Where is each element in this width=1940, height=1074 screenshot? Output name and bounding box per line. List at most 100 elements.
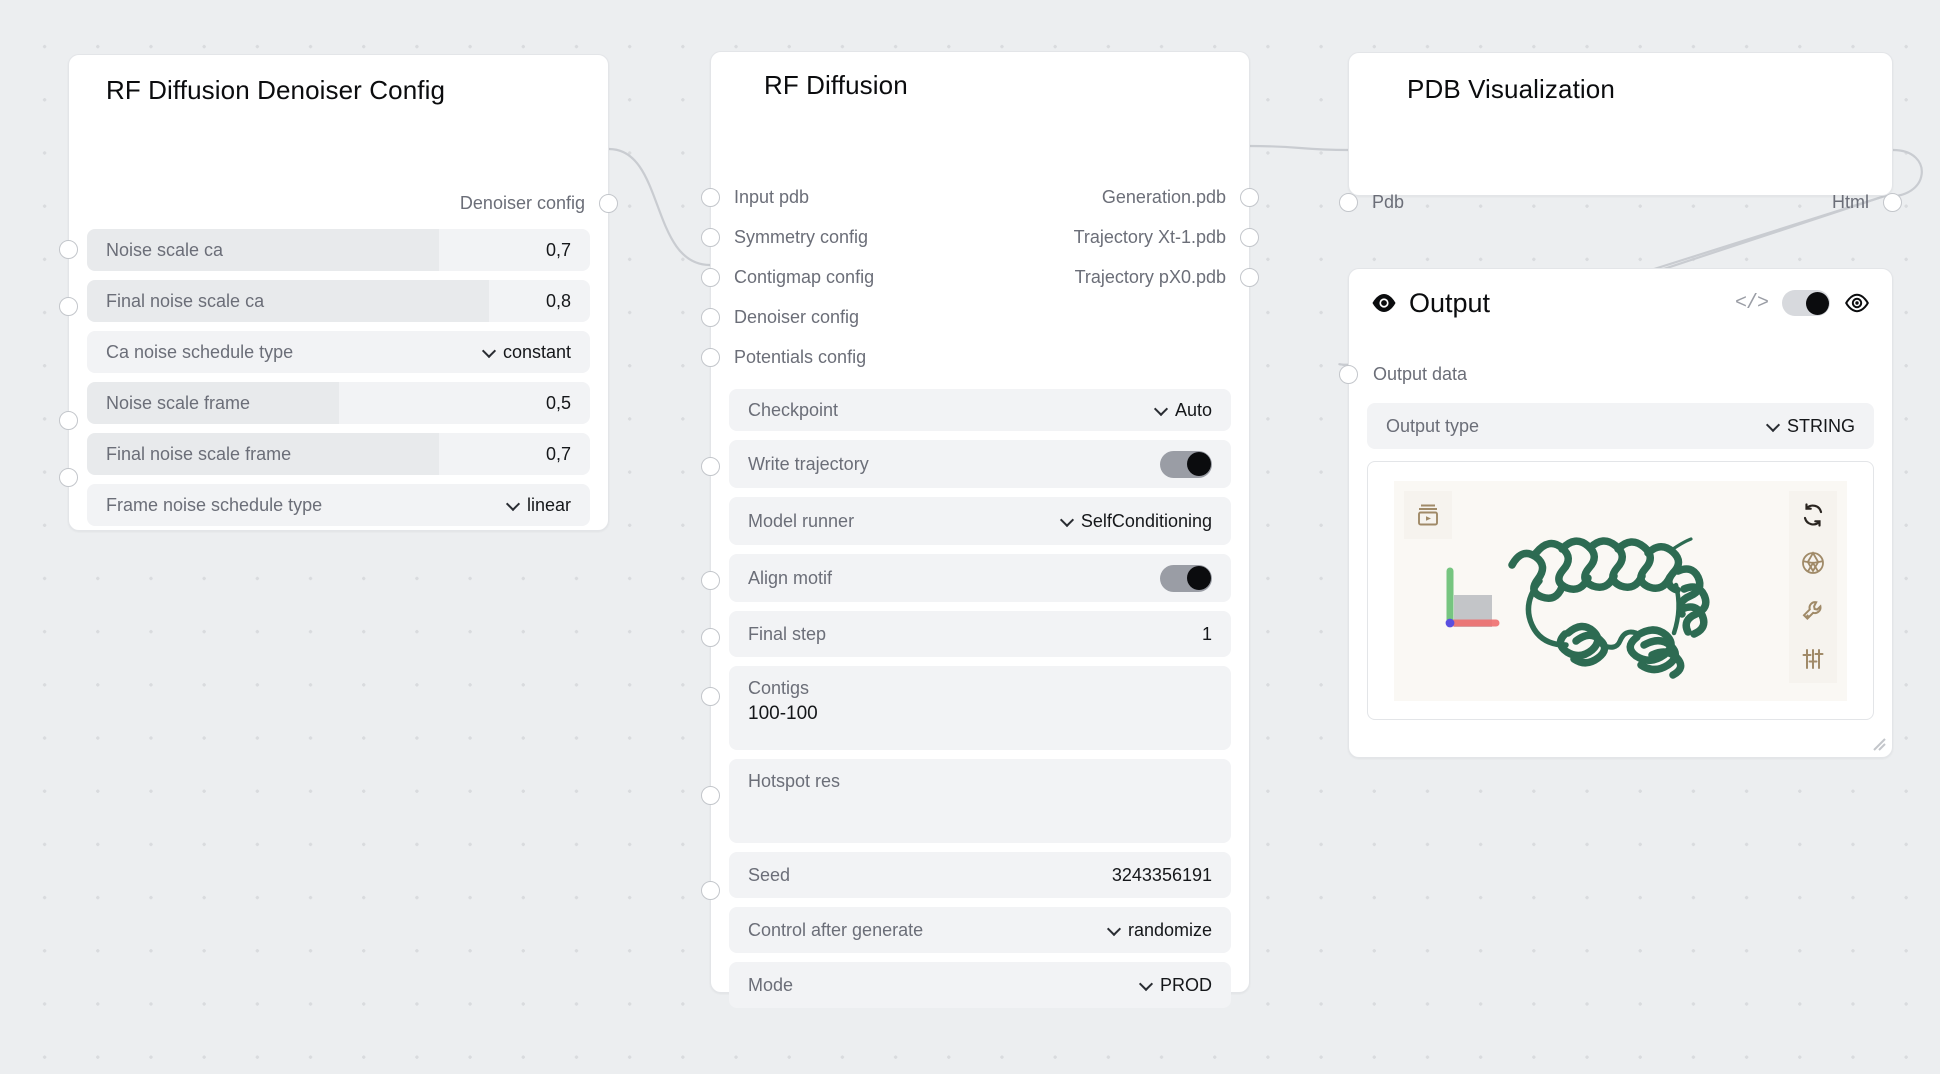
row-write-trajectory[interactable]: Write trajectory (729, 440, 1231, 488)
chevron-down-icon (1061, 514, 1073, 526)
row-value: 0,8 (545, 290, 571, 311)
port-final-step[interactable] (701, 628, 720, 647)
row-checkpoint[interactable]: Checkpoint Auto (729, 389, 1231, 431)
port-label-html: Html (1832, 192, 1869, 212)
port-noise-scale-ca[interactable] (59, 240, 78, 259)
row-value: SelfConditioning (1080, 510, 1212, 531)
row-noise-scale-frame[interactable]: Noise scale frame 0,5 (87, 382, 590, 424)
port-html-output[interactable] (1883, 193, 1902, 212)
row-noise-scale-ca[interactable]: Noise scale ca 0,7 (87, 229, 590, 271)
wrench-icon[interactable] (1789, 587, 1837, 635)
denoiser-widget-list: Noise scale ca 0,7 Final noise scale ca … (87, 229, 590, 535)
row-final-step[interactable]: Final step 1 (729, 611, 1231, 657)
port-label-denoiser-config: Denoiser config (459, 193, 585, 213)
sliders-icon[interactable] (1789, 635, 1837, 683)
port-generation-pdb[interactable] (1240, 188, 1259, 207)
row-label: Write trajectory (748, 453, 869, 474)
row-model-runner[interactable]: Model runner SelfConditioning (729, 497, 1231, 545)
chevron-down-icon (1140, 978, 1152, 990)
pdb-viewer-frame[interactable] (1367, 461, 1874, 720)
row-value-wrap: linear (507, 495, 571, 516)
align-motif-toggle[interactable] (1160, 564, 1212, 592)
row-label: Checkpoint (748, 399, 839, 420)
port-trajectory-xt1-pdb[interactable] (1240, 228, 1259, 247)
row-label: Final step (748, 623, 827, 644)
port-noise-scale-frame[interactable] (59, 411, 78, 430)
output-header-tools: </> (1735, 290, 1870, 316)
chevron-down-icon (507, 498, 519, 510)
port-final-noise-scale-ca[interactable] (59, 297, 78, 316)
row-label: Output type (1386, 415, 1480, 436)
port-symmetry-config[interactable] (701, 228, 720, 247)
row-value: 0,7 (545, 239, 571, 260)
port-denoiser-config[interactable] (701, 308, 720, 327)
port-label-denoiser-config: Denoiser config (734, 307, 860, 327)
row-output-type[interactable]: Output type STRING (1367, 403, 1874, 449)
output-widget-list: Output type STRING (1367, 403, 1874, 458)
row-value-wrap: Auto (1155, 400, 1212, 421)
row-value: Auto (1174, 399, 1212, 420)
animation-icon[interactable] (1404, 491, 1452, 539)
rfdiffusion-widget-list: Checkpoint Auto Write trajectory Model r… (729, 389, 1231, 1017)
chevron-down-icon (1767, 419, 1779, 431)
node-pdb-visualization[interactable]: PDB Visualization Pdb Html (1339, 52, 1902, 212)
row-value-wrap: constant (483, 342, 571, 363)
port-write-trajectory[interactable] (701, 457, 720, 476)
row-mode[interactable]: Mode PROD (729, 962, 1231, 1008)
port-label-contigmap-config: Contigmap config (734, 267, 875, 287)
code-icon[interactable]: </> (1734, 291, 1769, 315)
node-output[interactable]: Output </> Output data Output type (1339, 268, 1893, 758)
output-preview-toggle[interactable] (1782, 290, 1830, 316)
pdb-3d-viewer[interactable] (1394, 481, 1847, 701)
port-hotspot-res[interactable] (701, 786, 720, 805)
row-value: 0,5 (545, 392, 571, 413)
row-frame-noise-schedule-type[interactable]: Frame noise schedule type linear (87, 484, 590, 526)
port-contigmap-config[interactable] (701, 268, 720, 287)
row-final-noise-scale-ca[interactable]: Final noise scale ca 0,8 (87, 280, 590, 322)
port-output-data[interactable] (1339, 365, 1358, 384)
row-label: Align motif (748, 567, 833, 588)
port-trajectory-px0-pdb[interactable] (1240, 268, 1259, 287)
port-label-pdb: Pdb (1372, 192, 1405, 212)
eye-outline-icon[interactable] (1844, 293, 1870, 313)
port-seed[interactable] (701, 881, 720, 900)
port-align-motif[interactable] (701, 571, 720, 590)
row-label: Frame noise schedule type (106, 494, 323, 515)
refresh-icon[interactable] (1789, 491, 1837, 539)
row-label: Final noise scale frame (106, 443, 292, 464)
node-rf-diffusion[interactable]: RF Diffusion Input pdb Symmetry config C… (701, 51, 1259, 1008)
row-ca-noise-schedule-type[interactable]: Ca noise schedule type constant (87, 331, 590, 373)
resize-handle[interactable] (1871, 736, 1887, 752)
row-value: constant (502, 341, 571, 362)
row-label: Control after generate (748, 919, 924, 940)
port-denoiser-config-output[interactable] (599, 194, 618, 213)
axis-widget (1445, 567, 1500, 628)
row-value: randomize (1127, 919, 1212, 940)
write-trajectory-toggle[interactable] (1160, 450, 1212, 478)
chevron-down-icon (483, 345, 495, 357)
row-hotspot-res[interactable]: Hotspot res (729, 759, 1231, 843)
output-node-title: Output (1409, 287, 1491, 318)
row-value-wrap: randomize (1108, 920, 1212, 941)
port-contigs[interactable] (701, 687, 720, 706)
port-pdb-input[interactable] (1339, 193, 1358, 212)
row-seed[interactable]: Seed 3243356191 (729, 852, 1231, 898)
port-potentials-config[interactable] (701, 348, 720, 367)
contigs-value[interactable]: 100-100 (748, 703, 818, 724)
row-final-noise-scale-frame[interactable]: Final noise scale frame 0,7 (87, 433, 590, 475)
row-contigs[interactable]: Contigs 100-100 (729, 666, 1231, 750)
node-rf-diffusion-denoiser-config[interactable]: RF Diffusion Denoiser Config Denoiser co… (59, 54, 618, 531)
screenshot-icon[interactable] (1789, 539, 1837, 587)
eye-filled-icon[interactable] (1371, 293, 1397, 313)
row-align-motif[interactable]: Align motif (729, 554, 1231, 602)
port-final-noise-scale-frame[interactable] (59, 468, 78, 487)
row-control-after-generate[interactable]: Control after generate randomize (729, 907, 1231, 953)
port-input-pdb[interactable] (701, 188, 720, 207)
node-title: RF Diffusion Denoiser Config (106, 75, 446, 105)
row-value: 0,7 (545, 443, 571, 464)
chevron-down-icon (1155, 403, 1167, 415)
row-label: Noise scale frame (106, 392, 251, 413)
row-value: 1 (1201, 623, 1212, 644)
row-value: 3243356191 (1111, 864, 1212, 885)
